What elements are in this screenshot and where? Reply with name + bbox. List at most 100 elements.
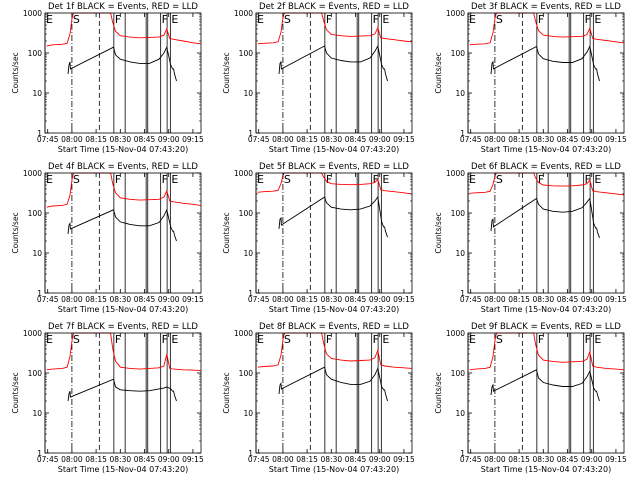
marker-label: E — [382, 333, 389, 346]
x-tick-label: 08:45 — [134, 455, 156, 464]
marker-label: F — [162, 333, 168, 346]
y-tick-label: 10 — [455, 249, 465, 258]
plot-frame — [44, 172, 202, 294]
x-tick-label: 09:00 — [581, 135, 603, 144]
x-tick-label: 09:00 — [581, 295, 603, 304]
marker-label: F — [373, 13, 379, 26]
plot-frame — [255, 12, 413, 134]
x-tick-label: 08:30 — [110, 135, 132, 144]
x-tick-label: 08:15 — [296, 135, 318, 144]
chart-title: Det 8f BLACK = Events, RED = LLD — [259, 322, 409, 332]
series-events-line — [490, 197, 600, 238]
plot-frame — [44, 332, 202, 454]
marker-label: S — [73, 333, 80, 346]
marker-label: E — [171, 13, 178, 26]
marker-label: F — [538, 333, 544, 346]
marker-label: F — [585, 173, 591, 186]
marker-label: E — [469, 333, 476, 346]
series-lld-line — [257, 332, 412, 369]
marker-label: E — [171, 173, 178, 186]
series-events-line — [67, 45, 177, 82]
x-tick-label: 08:30 — [110, 455, 132, 464]
y-tick-label: 1000 — [23, 9, 42, 18]
marker-label: E — [46, 333, 53, 346]
marker-label: E — [382, 173, 389, 186]
y-tick-label: 1 — [248, 289, 253, 298]
series-events-line — [67, 378, 177, 402]
marker-label: S — [284, 173, 291, 186]
x-tick-label: 09:00 — [158, 295, 180, 304]
x-tick-label: 08:45 — [557, 455, 579, 464]
y-tick-label: 1000 — [234, 9, 253, 18]
series-lld-line — [469, 172, 624, 196]
x-tick-label: 07:45 — [37, 295, 59, 304]
chart-title: Det 3f BLACK = Events, RED = LLD — [471, 2, 621, 12]
marker-label: S — [496, 173, 503, 186]
x-tick-label: 08:15 — [85, 135, 107, 144]
x-tick-label: 08:45 — [345, 455, 367, 464]
y-tick-label: 1 — [460, 449, 465, 458]
x-tick-label: 08:00 — [272, 295, 294, 304]
x-tick-label: 08:30 — [321, 135, 343, 144]
x-tick-label: 09:15 — [393, 295, 415, 304]
y-tick-label: 1 — [460, 289, 465, 298]
plot-frame — [467, 12, 625, 134]
marker-label: F — [538, 13, 544, 26]
y-axis-label: Counts/sec — [222, 372, 231, 413]
x-tick-label: 09:15 — [605, 295, 627, 304]
y-axis-label: Counts/sec — [11, 212, 20, 253]
marker-label: E — [469, 13, 476, 26]
y-tick-label: 10 — [243, 249, 253, 258]
x-tick-label: 08:00 — [484, 295, 506, 304]
series-lld-line — [46, 12, 201, 47]
marker-label: E — [469, 173, 476, 186]
x-tick-label: 08:30 — [110, 295, 132, 304]
y-tick-label: 100 — [451, 209, 466, 218]
marker-label: E — [257, 173, 264, 186]
x-tick-label: 09:15 — [182, 135, 204, 144]
y-axis-label: Counts/sec — [222, 52, 231, 93]
series-events-line — [67, 208, 177, 242]
x-tick-label: 08:15 — [85, 455, 107, 464]
x-tick-label: 08:15 — [508, 295, 530, 304]
y-tick-label: 1000 — [234, 169, 253, 178]
y-tick-label: 10 — [455, 409, 465, 418]
y-tick-label: 10 — [243, 409, 253, 418]
x-tick-label: 08:15 — [85, 295, 107, 304]
x-tick-label: 09:00 — [158, 455, 180, 464]
y-tick-label: 1 — [37, 129, 42, 138]
y-tick-label: 1 — [460, 129, 465, 138]
y-tick-label: 100 — [451, 369, 466, 378]
x-tick-label: 08:30 — [321, 455, 343, 464]
series-lld-line — [257, 172, 412, 195]
marker-label: E — [46, 173, 53, 186]
y-axis-label: Counts/sec — [434, 52, 443, 93]
y-tick-label: 100 — [28, 369, 43, 378]
y-tick-label: 1000 — [234, 329, 253, 338]
marker-label: F — [585, 13, 591, 26]
x-tick-label: 08:00 — [272, 455, 294, 464]
x-tick-label: 09:15 — [393, 135, 415, 144]
marker-label: F — [326, 333, 332, 346]
marker-label: S — [73, 13, 80, 26]
chart-title: Det 6f BLACK = Events, RED = LLD — [471, 162, 621, 172]
x-tick-label: 08:00 — [272, 135, 294, 144]
y-tick-label: 1 — [248, 129, 253, 138]
x-tick-label: 08:15 — [508, 455, 530, 464]
x-tick-label: 08:00 — [61, 295, 83, 304]
x-tick-label: 09:15 — [393, 455, 415, 464]
x-tick-label: 09:15 — [182, 295, 204, 304]
series-lld-line — [469, 332, 624, 371]
x-tick-label: 08:45 — [134, 295, 156, 304]
marker-label: F — [373, 333, 379, 346]
series-lld-line — [469, 12, 624, 46]
y-tick-label: 1 — [37, 449, 42, 458]
x-tick-label: 08:00 — [484, 135, 506, 144]
marker-label: F — [162, 13, 168, 26]
